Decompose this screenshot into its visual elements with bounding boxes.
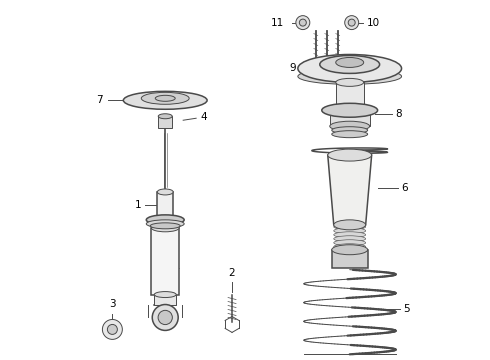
Ellipse shape — [334, 220, 366, 230]
Text: 4: 4 — [200, 112, 207, 122]
Text: 9: 9 — [289, 63, 296, 73]
Text: 2: 2 — [229, 267, 235, 278]
Bar — [332, 250, 368, 268]
Ellipse shape — [332, 245, 368, 255]
Ellipse shape — [298, 54, 401, 82]
Ellipse shape — [150, 223, 180, 229]
Ellipse shape — [334, 232, 366, 238]
Bar — [151, 228, 179, 294]
Bar — [154, 294, 176, 305]
Ellipse shape — [141, 92, 189, 104]
Polygon shape — [328, 155, 371, 225]
Bar — [330, 110, 369, 126]
Ellipse shape — [320, 55, 380, 73]
Ellipse shape — [158, 114, 172, 119]
Ellipse shape — [336, 78, 364, 86]
Text: 3: 3 — [109, 300, 116, 310]
Ellipse shape — [298, 68, 401, 84]
Bar — [158, 116, 172, 128]
Text: 1: 1 — [135, 200, 141, 210]
Circle shape — [102, 319, 122, 339]
Ellipse shape — [330, 121, 369, 131]
Ellipse shape — [334, 248, 366, 254]
Ellipse shape — [334, 228, 366, 234]
Circle shape — [348, 19, 355, 26]
Ellipse shape — [151, 224, 179, 232]
Ellipse shape — [155, 95, 175, 101]
Ellipse shape — [328, 149, 371, 161]
Text: 10: 10 — [367, 18, 380, 28]
Ellipse shape — [157, 189, 173, 195]
Ellipse shape — [334, 240, 366, 246]
Circle shape — [107, 324, 118, 334]
Text: 5: 5 — [404, 305, 410, 315]
Circle shape — [345, 15, 359, 30]
Circle shape — [296, 15, 310, 30]
Ellipse shape — [147, 220, 184, 228]
Text: 6: 6 — [401, 183, 408, 193]
Ellipse shape — [147, 215, 184, 225]
Ellipse shape — [332, 127, 368, 134]
Ellipse shape — [334, 224, 366, 230]
Text: 7: 7 — [96, 95, 102, 105]
Text: 8: 8 — [395, 109, 402, 119]
Circle shape — [299, 19, 306, 26]
Ellipse shape — [332, 131, 368, 138]
Ellipse shape — [334, 236, 366, 242]
Circle shape — [158, 310, 172, 325]
Bar — [157, 192, 173, 220]
Text: 11: 11 — [270, 18, 284, 28]
Ellipse shape — [334, 244, 366, 250]
Ellipse shape — [154, 292, 176, 298]
Ellipse shape — [336, 58, 364, 67]
Bar — [336, 82, 364, 106]
Circle shape — [152, 305, 178, 330]
Ellipse shape — [322, 103, 378, 117]
Ellipse shape — [123, 91, 207, 109]
